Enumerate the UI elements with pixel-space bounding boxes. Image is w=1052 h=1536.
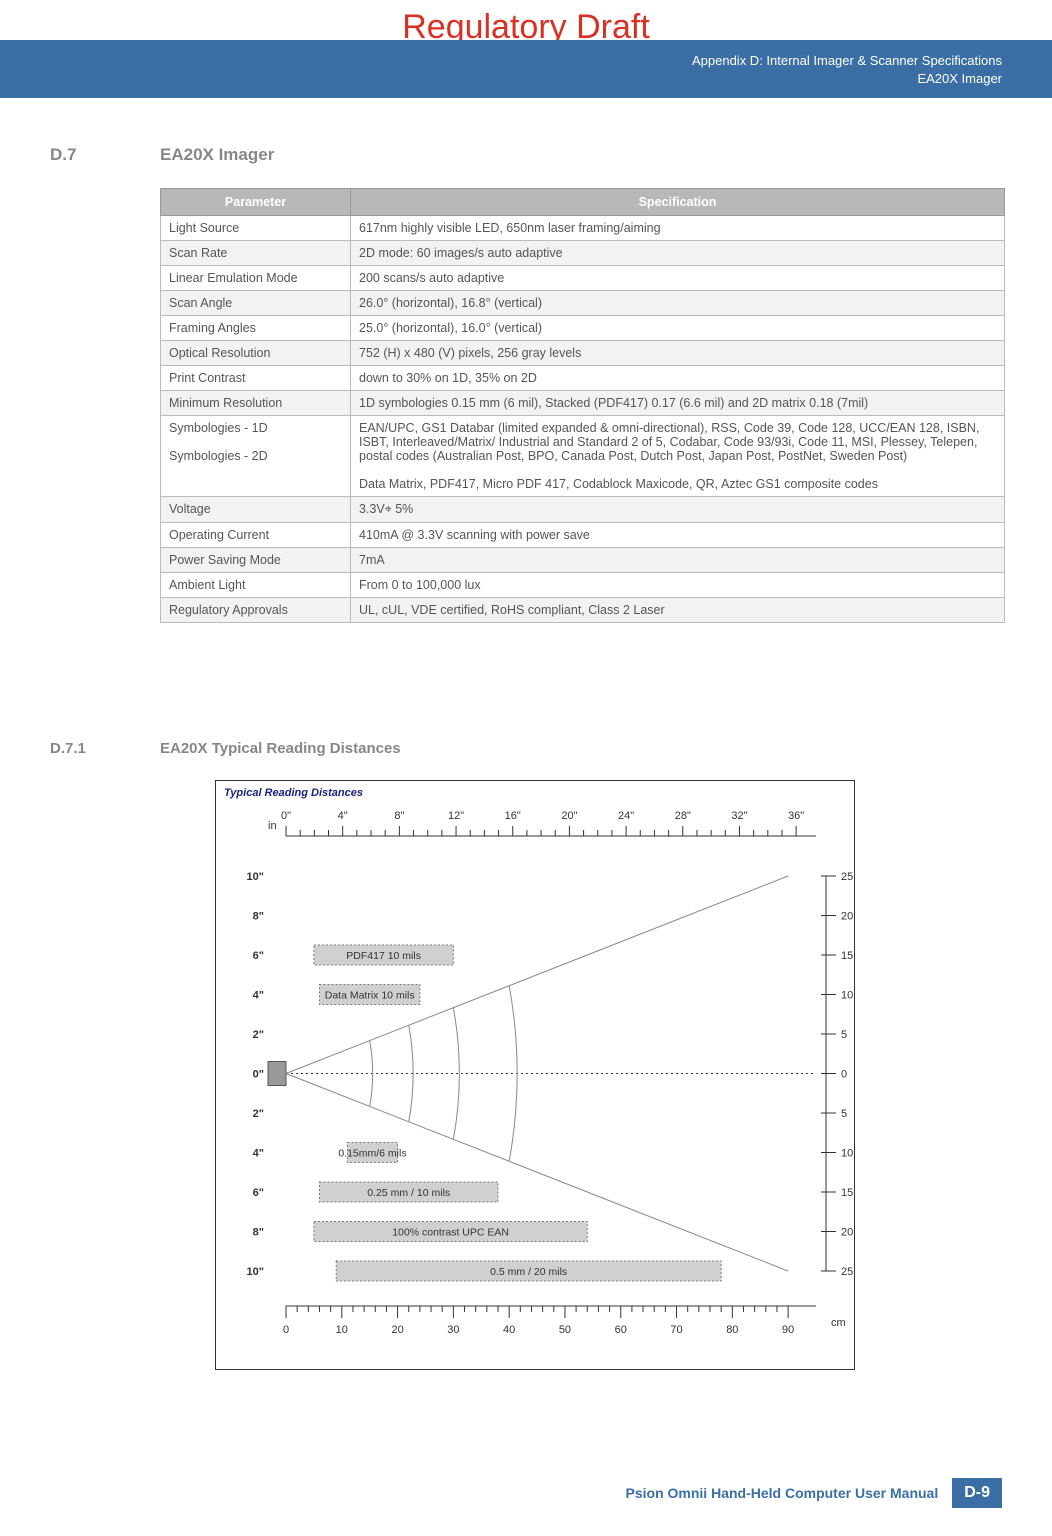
svg-text:0.5 mm / 20 mils: 0.5 mm / 20 mils <box>490 1266 567 1278</box>
table-row-spec: From 0 to 100,000 lux <box>351 573 1005 598</box>
svg-text:80: 80 <box>726 1324 738 1336</box>
svg-text:40: 40 <box>503 1324 515 1336</box>
footer: Psion Omnii Hand-Held Computer User Manu… <box>626 1478 1002 1508</box>
table-row-param: Print Contrast <box>161 366 351 391</box>
svg-text:90: 90 <box>782 1324 794 1336</box>
th-param: Parameter <box>161 189 351 216</box>
section-d7-title: EA20X Imager <box>160 145 274 165</box>
svg-text:20: 20 <box>841 1227 853 1239</box>
svg-text:8": 8" <box>253 911 264 923</box>
svg-text:6": 6" <box>253 1187 264 1199</box>
svg-text:28": 28" <box>675 810 691 822</box>
th-spec: Specification <box>351 189 1005 216</box>
svg-text:0: 0 <box>841 1069 847 1081</box>
svg-text:10: 10 <box>841 990 853 1002</box>
svg-text:20: 20 <box>841 911 853 923</box>
svg-text:2": 2" <box>253 1108 264 1120</box>
svg-text:32": 32" <box>731 810 747 822</box>
svg-text:70: 70 <box>670 1324 682 1336</box>
table-row-spec: 3.3V⌖ 5% <box>351 497 1005 523</box>
header-band: Appendix D: Internal Imager & Scanner Sp… <box>0 40 1052 98</box>
svg-text:25: 25 <box>841 871 853 883</box>
svg-text:6": 6" <box>253 950 264 962</box>
svg-text:0": 0" <box>281 810 291 822</box>
svg-text:4": 4" <box>253 1148 264 1160</box>
table-row-param: Minimum Resolution <box>161 391 351 416</box>
table-row-param: Symbologies - 1D Symbologies - 2D <box>161 416 351 497</box>
svg-text:4": 4" <box>338 810 348 822</box>
footer-text: Psion Omnii Hand-Held Computer User Manu… <box>626 1485 939 1501</box>
svg-text:5: 5 <box>841 1029 847 1041</box>
reading-distances-chart: Typical Reading Distances in 0" 4" 8" 12" 16"… <box>215 780 855 1370</box>
table-row-spec: 2D mode: 60 images/s auto adaptive <box>351 241 1005 266</box>
table-row-spec: 410mA @ 3.3V scanning with power save <box>351 523 1005 548</box>
section-d71-number: D.7.1 <box>50 740 86 757</box>
svg-text:cm: cm <box>831 1317 846 1329</box>
chart-svg: in 0" 4" 8" 12" 16" 20" 24" 28" 32" 36" cm 0 10 20 30 40… <box>216 781 856 1371</box>
table-row-param: Light Source <box>161 216 351 241</box>
svg-text:10": 10" <box>247 1266 264 1278</box>
svg-text:100% contrast UPC EAN: 100% contrast UPC EAN <box>392 1227 509 1239</box>
svg-text:10: 10 <box>336 1324 348 1336</box>
svg-text:4": 4" <box>253 990 264 1002</box>
table-row-param: Ambient Light <box>161 573 351 598</box>
table-row-spec: EAN/UPC, GS1 Databar (limited expanded &… <box>351 416 1005 497</box>
svg-text:50: 50 <box>559 1324 571 1336</box>
svg-text:0.15mm/6 mils: 0.15mm/6 mils <box>338 1148 406 1160</box>
table-row-param: Regulatory Approvals <box>161 598 351 623</box>
table-row-spec: 200 scans/s auto adaptive <box>351 266 1005 291</box>
table-row-param: Linear Emulation Mode <box>161 266 351 291</box>
table-row-spec: down to 30% on 1D, 35% on 2D <box>351 366 1005 391</box>
svg-text:36": 36" <box>788 810 804 822</box>
table-row-spec: 752 (H) x 480 (V) pixels, 256 gray level… <box>351 341 1005 366</box>
svg-text:2": 2" <box>253 1029 264 1041</box>
svg-text:25: 25 <box>841 1266 853 1278</box>
svg-text:in: in <box>268 820 277 832</box>
svg-text:5: 5 <box>841 1108 847 1120</box>
svg-text:12": 12" <box>448 810 464 822</box>
svg-text:15: 15 <box>841 950 853 962</box>
spec-table: Parameter Specification Light Source617n… <box>160 188 1005 623</box>
svg-text:0: 0 <box>283 1324 289 1336</box>
svg-text:10": 10" <box>247 871 264 883</box>
table-row-param: Framing Angles <box>161 316 351 341</box>
svg-text:0": 0" <box>253 1069 264 1081</box>
svg-text:15: 15 <box>841 1187 853 1199</box>
svg-text:16": 16" <box>505 810 521 822</box>
svg-text:8": 8" <box>253 1227 264 1239</box>
table-row-spec: 26.0° (horizontal), 16.8° (vertical) <box>351 291 1005 316</box>
svg-text:0.25 mm / 10 mils: 0.25 mm / 10 mils <box>367 1187 450 1199</box>
table-row-param: Scan Rate <box>161 241 351 266</box>
svg-text:30: 30 <box>447 1324 459 1336</box>
header-line1: Appendix D: Internal Imager & Scanner Sp… <box>0 52 1002 70</box>
table-row-spec: 617nm highly visible LED, 650nm laser fr… <box>351 216 1005 241</box>
table-row-param: Power Saving Mode <box>161 548 351 573</box>
header-line2: EA20X Imager <box>0 70 1002 88</box>
svg-text:Data Matrix 10 mils: Data Matrix 10 mils <box>325 990 415 1002</box>
chart-title: Typical Reading Distances <box>224 787 363 799</box>
table-row-param: Optical Resolution <box>161 341 351 366</box>
svg-text:20": 20" <box>561 810 577 822</box>
table-row-spec: UL, cUL, VDE certified, RoHS compliant, … <box>351 598 1005 623</box>
svg-text:10: 10 <box>841 1148 853 1160</box>
svg-text:60: 60 <box>615 1324 627 1336</box>
table-row-spec: 25.0° (horizontal), 16.0° (vertical) <box>351 316 1005 341</box>
svg-text:20: 20 <box>391 1324 403 1336</box>
table-row-spec: 1D symbologies 0.15 mm (6 mil), Stacked … <box>351 391 1005 416</box>
svg-text:8": 8" <box>394 810 404 822</box>
table-row-spec: 7mA <box>351 548 1005 573</box>
section-d71-title: EA20X Typical Reading Distances <box>160 740 401 757</box>
svg-text:PDF417 10 mils: PDF417 10 mils <box>346 950 421 962</box>
table-row-param: Scan Angle <box>161 291 351 316</box>
table-row-param: Voltage <box>161 497 351 523</box>
table-row-param: Operating Current <box>161 523 351 548</box>
svg-text:24": 24" <box>618 810 634 822</box>
page-number-badge: D-9 <box>952 1478 1002 1508</box>
section-d7-number: D.7 <box>50 145 76 165</box>
